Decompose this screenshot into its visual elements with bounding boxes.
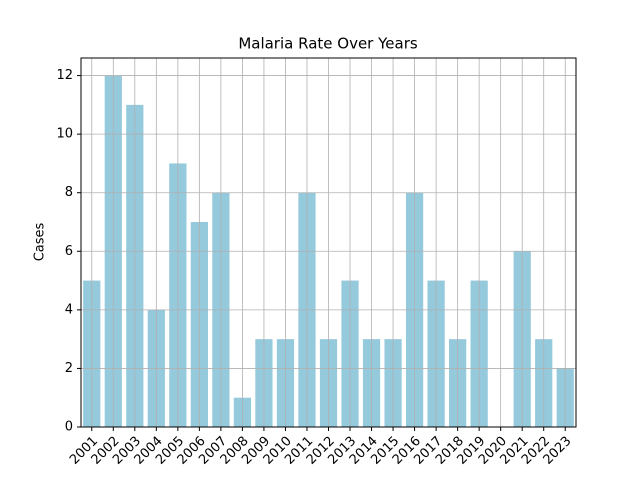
chart-title: Malaria Rate Over Years — [238, 35, 418, 53]
y-tick-label: 4 — [65, 302, 73, 317]
y-tick-label: 6 — [65, 244, 73, 259]
y-axis-label: Cases — [33, 222, 48, 261]
plot-frame — [80, 57, 577, 428]
y-tick-label: 8 — [65, 185, 73, 200]
y-tick-label: 12 — [56, 68, 73, 83]
y-tick-label: 2 — [65, 361, 73, 376]
y-tick-label: 10 — [56, 127, 73, 142]
y-tick-label: 0 — [65, 420, 73, 435]
